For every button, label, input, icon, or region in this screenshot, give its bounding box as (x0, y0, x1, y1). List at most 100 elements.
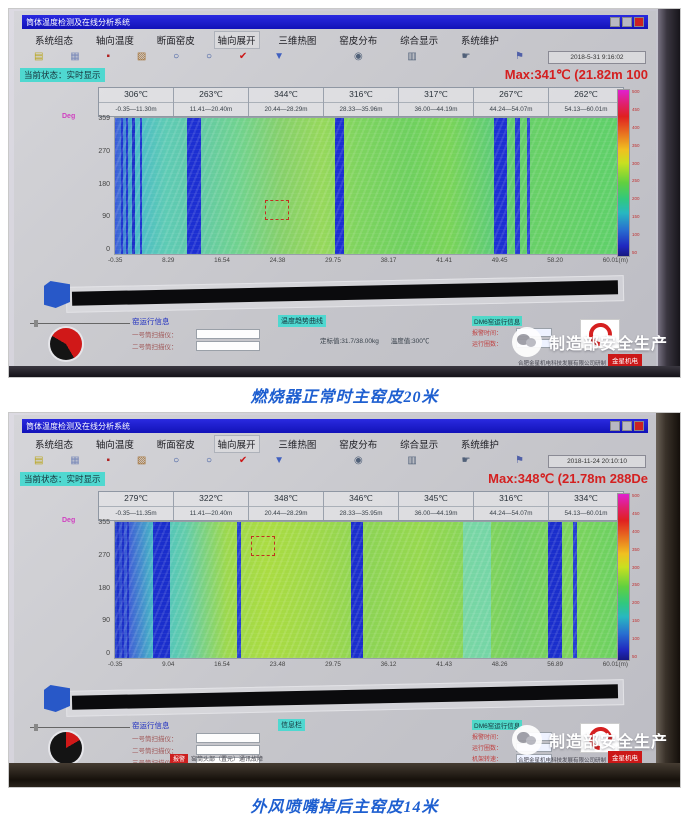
vendor-logo (580, 317, 620, 351)
section-range: 44.24—54.07m (489, 105, 533, 113)
max-temperature-readout: Max:341℃ (21.82m 100 (504, 67, 648, 82)
max-temperature-readout: Max:348℃ (21.78m 288De (488, 471, 648, 486)
image-icon[interactable]: ▨ (136, 455, 147, 466)
y-tick: 180 (98, 180, 110, 188)
section-temp: 316℃ (474, 492, 548, 507)
scanner-label: 二号筒扫描仪： (132, 748, 178, 755)
printer-icon[interactable]: ▦ (70, 455, 80, 466)
section-column: 334℃ 54.13—60.01m (548, 492, 623, 520)
position-slider[interactable] (30, 724, 130, 731)
thermal-map[interactable] (114, 521, 622, 659)
x-tick: -0.35 (108, 661, 123, 668)
section-temp: 263℃ (174, 88, 248, 103)
menu-item[interactable]: 窑皮分布 (339, 440, 378, 451)
maximize-button[interactable] (622, 421, 632, 431)
toolbar-right: ◉ ▥ ☛ ⚑ (354, 454, 524, 468)
check-icon[interactable]: ✔ (238, 51, 248, 62)
calibration-readout: 定标值:31.7/38.00kg 温度值:300℃ (320, 338, 430, 345)
kiln-head (44, 281, 70, 308)
menu-item[interactable]: 轴向展开 (214, 436, 259, 452)
flag-icon[interactable]: ⚑ (515, 455, 524, 466)
menu-item[interactable]: 断面窑皮 (156, 440, 195, 451)
print-preview-icon[interactable]: ▥ (407, 455, 417, 466)
zoom-out-icon[interactable]: ○ (206, 455, 213, 466)
menu-item[interactable]: 三维热图 (278, 36, 317, 47)
hand-icon[interactable]: ☛ (461, 51, 471, 62)
vendor-button[interactable]: 金星机电 (608, 354, 642, 366)
scanner-input[interactable] (196, 733, 260, 743)
trend-label: 温度趋势曲线 (278, 315, 326, 327)
dm6-label: 运行圈数： (472, 746, 503, 752)
colorbar-ticks: 500 450 400 350 300 250 200 150 100 50 (632, 493, 644, 659)
close-button[interactable] (634, 17, 644, 27)
menu-item[interactable]: 系统组态 (35, 440, 74, 451)
section-column: 267℃ 44.24—54.07m (473, 88, 548, 116)
x-tick: 56.89 (547, 661, 563, 668)
x-axis-ticks: -0.35 8.29 16.54 24.38 29.75 38.17 41.41 49.45 5… (108, 257, 628, 264)
menu-item[interactable]: 系统维护 (460, 36, 499, 47)
hourglass-icon[interactable]: ▼ (274, 51, 284, 62)
hand-icon[interactable]: ☛ (461, 455, 471, 466)
x-tick: -0.35 (108, 257, 123, 264)
monitor-photo-1: 筒体温度检测及在线分析系统 系统组态 轴向温度 断面窑皮 轴向展开 三维热图 窑皮分布 综合… (9, 9, 680, 377)
menu-item[interactable]: 三维热图 (278, 440, 317, 451)
colorbar-tick: 300 (632, 160, 640, 166)
thermal-map[interactable] (114, 117, 622, 255)
dm6-title: DM6窑运行信息 (472, 316, 523, 326)
roi-marker (251, 536, 275, 556)
dm6-label: 机架转速： (472, 757, 503, 763)
menu-item[interactable]: 轴向温度 (95, 440, 134, 451)
section-column: 322℃ 11.41—20.40m (173, 492, 248, 520)
minimize-button[interactable] (610, 17, 620, 27)
printer-icon[interactable]: ▦ (70, 51, 80, 62)
open-file-icon[interactable]: ▤ (34, 51, 44, 62)
status-pie-chart (50, 328, 82, 360)
scanner-input[interactable] (196, 329, 260, 339)
menu-item[interactable]: 综合显示 (400, 440, 439, 451)
maximize-button[interactable] (622, 17, 632, 27)
x-tick: 36.12 (380, 661, 397, 668)
print-preview-icon[interactable]: ▥ (407, 51, 417, 62)
section-temp: 322℃ (174, 492, 248, 507)
image-icon[interactable]: ▨ (136, 51, 147, 62)
save-icon[interactable]: ▪ (106, 51, 111, 62)
scanner-input[interactable] (196, 745, 260, 755)
menu-item[interactable]: 系统组态 (35, 36, 74, 47)
minimize-button[interactable] (610, 421, 620, 431)
open-file-icon[interactable]: ▤ (34, 455, 44, 466)
colorbar-tick: 100 (632, 232, 640, 237)
camera-icon[interactable]: ◉ (354, 455, 363, 466)
datetime-display: 2018-11-24 20:10:10 (548, 455, 646, 468)
colorbar-tick: 300 (632, 564, 640, 570)
menu-item[interactable]: 窑皮分布 (339, 36, 378, 47)
zoom-in-icon[interactable]: ○ (173, 51, 180, 62)
menu-item[interactable]: 轴向展开 (214, 32, 259, 48)
zoom-in-icon[interactable]: ○ (173, 455, 180, 466)
vendor-button[interactable]: 金星机电 (608, 751, 642, 763)
menu-item[interactable]: 断面窑皮 (156, 36, 195, 47)
menu-item[interactable]: 轴向温度 (95, 36, 134, 47)
hourglass-icon[interactable]: ▼ (274, 455, 284, 466)
section-temp: 348℃ (249, 492, 323, 507)
zoom-out-icon[interactable]: ○ (206, 51, 213, 62)
flag-icon[interactable]: ⚑ (515, 51, 524, 62)
x-tick: 16.54 (214, 257, 230, 264)
colorbar-tick: 150 (632, 618, 640, 624)
position-slider[interactable] (30, 320, 130, 327)
scanner-input[interactable] (196, 341, 260, 351)
close-button[interactable] (634, 421, 644, 431)
dm6-value (516, 754, 552, 763)
y-tick: 270 (98, 147, 110, 155)
menu-item[interactable]: 综合显示 (400, 36, 439, 47)
section-range: 54.13—60.01m (564, 509, 608, 517)
menu-item[interactable]: 系统维护 (460, 440, 499, 451)
section-range: 11.41—20.40m (189, 509, 233, 517)
check-icon[interactable]: ✔ (238, 455, 248, 466)
copyright-text: 合肥金星机电科技发展有限公司研制 (517, 758, 606, 764)
scanner-label: 一号筒扫描仪： (132, 332, 178, 339)
dm6-title: DM6窑运行信息 (472, 720, 523, 730)
save-icon[interactable]: ▪ (106, 455, 111, 466)
camera-icon[interactable]: ◉ (354, 51, 363, 62)
x-tick: 60.01(m) (602, 661, 628, 668)
colorbar-tick: 200 (632, 196, 640, 202)
